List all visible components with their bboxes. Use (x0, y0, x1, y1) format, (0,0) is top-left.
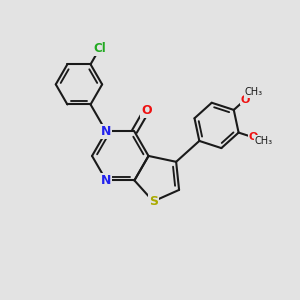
Text: O: O (241, 94, 250, 105)
Text: O: O (141, 104, 152, 117)
Text: S: S (149, 195, 158, 208)
Text: CH₃: CH₃ (244, 87, 263, 97)
Text: O: O (249, 132, 258, 142)
Text: CH₃: CH₃ (255, 136, 273, 146)
Text: N: N (101, 125, 111, 138)
Text: N: N (101, 174, 111, 187)
Text: Cl: Cl (93, 42, 106, 56)
